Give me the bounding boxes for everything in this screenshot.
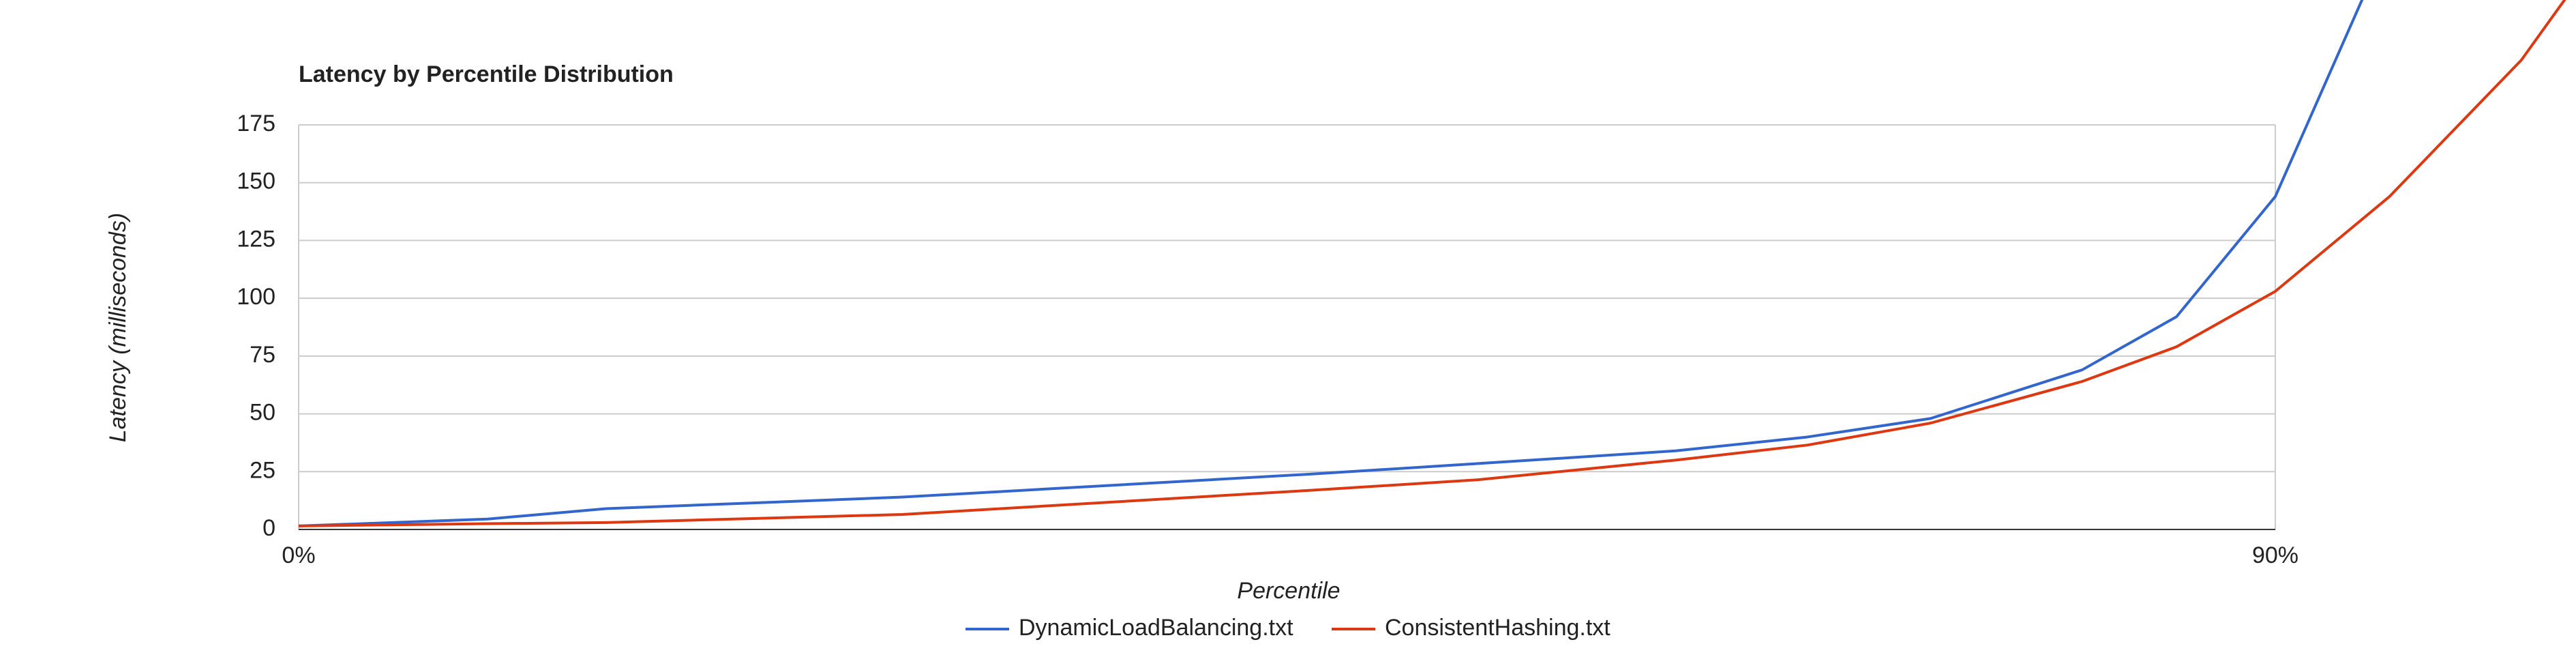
y-tick-label: 175 <box>237 111 275 136</box>
y-tick-label: 100 <box>237 284 275 310</box>
y-tick-label: 50 <box>250 400 275 426</box>
y-tick-label: 125 <box>237 226 275 252</box>
x-tick-label: 90% <box>2252 542 2298 568</box>
y-axis-title: Latency (milliseconds) <box>105 213 131 442</box>
y-tick-label: 75 <box>250 342 275 368</box>
series-line <box>298 0 2364 527</box>
y-tick-label: 25 <box>250 457 275 483</box>
x-axis-title: Percentile <box>1237 578 1340 604</box>
y-tick-label: 0 <box>263 515 275 541</box>
x-tick-label: 0% <box>282 542 315 568</box>
chart-title: Latency by Percentile Distribution <box>299 61 674 87</box>
legend-label: DynamicLoadBalancing.txt <box>1019 615 1293 641</box>
series-line <box>298 0 2566 527</box>
y-tick-label: 150 <box>237 169 275 194</box>
legend-label: ConsistentHashing.txt <box>1385 615 1611 641</box>
